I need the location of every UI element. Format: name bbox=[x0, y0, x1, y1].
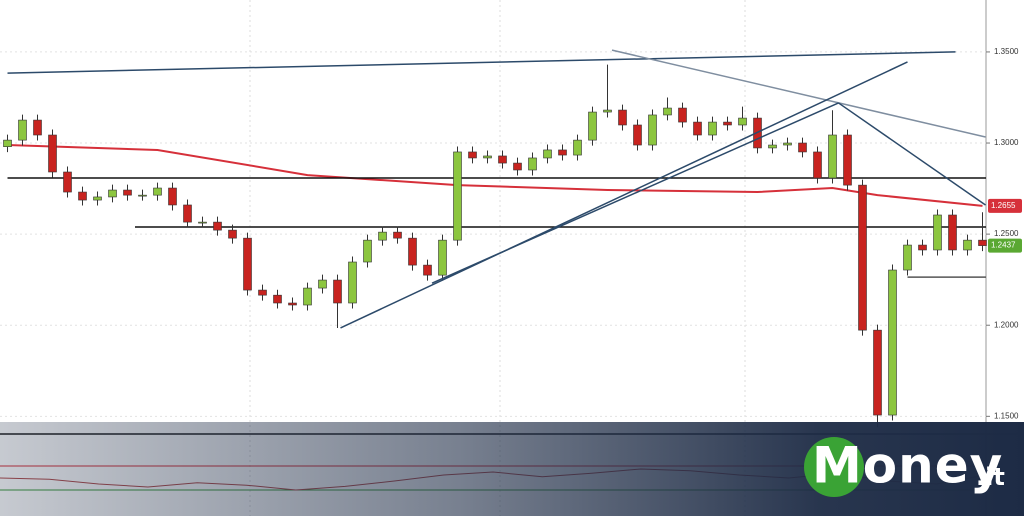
logo-suffix: .it bbox=[976, 463, 1005, 491]
candle-body bbox=[468, 151, 477, 159]
candle-body bbox=[528, 157, 537, 171]
candle-body bbox=[558, 149, 567, 156]
candle-body bbox=[228, 229, 237, 239]
candle-body bbox=[483, 155, 492, 159]
y-tick-label: 1.2000 bbox=[994, 320, 1019, 329]
candle-body bbox=[588, 111, 597, 141]
candle-body bbox=[663, 107, 672, 116]
y-tick-label: 1.3000 bbox=[994, 138, 1019, 147]
candle-body bbox=[393, 231, 402, 239]
candle-body bbox=[603, 109, 612, 113]
candle-body bbox=[693, 121, 702, 136]
candle-body bbox=[858, 184, 867, 331]
candle-body bbox=[78, 191, 87, 201]
candle-body bbox=[18, 119, 27, 141]
candle-body bbox=[768, 144, 777, 149]
candle-body bbox=[303, 287, 312, 306]
candle-body bbox=[378, 231, 387, 241]
candle-body bbox=[828, 134, 837, 179]
candle-body bbox=[63, 171, 72, 193]
candle-body bbox=[948, 214, 957, 251]
candle-body bbox=[543, 149, 552, 159]
candle-body bbox=[678, 107, 687, 123]
candle-body bbox=[648, 114, 657, 146]
candle-body bbox=[168, 187, 177, 206]
candle-body bbox=[708, 121, 717, 136]
levels bbox=[7, 177, 986, 278]
candle-body bbox=[48, 134, 57, 173]
candle-body bbox=[183, 204, 192, 223]
candle-body bbox=[723, 121, 732, 126]
candle-body bbox=[888, 269, 897, 416]
ma-price-tag-box bbox=[988, 198, 1022, 213]
candle-body bbox=[348, 261, 357, 304]
trendline bbox=[431, 102, 839, 284]
candle-body bbox=[273, 294, 282, 304]
logo-text: Money bbox=[812, 437, 1003, 495]
candle-body bbox=[813, 151, 822, 179]
close-price-tag-box bbox=[988, 238, 1022, 253]
candle-body bbox=[738, 117, 747, 126]
candle-body bbox=[903, 244, 912, 271]
logo-circle bbox=[804, 437, 864, 497]
candle-body bbox=[573, 139, 582, 156]
candle-body bbox=[453, 151, 462, 241]
y-tick-label: 1.3500 bbox=[994, 47, 1019, 56]
candle-body bbox=[963, 239, 972, 251]
candle-body bbox=[513, 162, 522, 171]
candle-body bbox=[423, 264, 432, 276]
candle-body bbox=[363, 239, 372, 263]
candle-body bbox=[33, 119, 42, 136]
candle-body bbox=[198, 221, 207, 224]
y-tick-label: 1.2500 bbox=[994, 229, 1019, 238]
candle-body bbox=[978, 239, 987, 246]
trendline bbox=[838, 102, 986, 206]
y-tick-label: 1.1500 bbox=[994, 411, 1019, 420]
candle-body bbox=[333, 279, 342, 304]
candle-body bbox=[783, 142, 792, 146]
candle-body bbox=[873, 329, 882, 416]
candle-body bbox=[843, 134, 852, 186]
axis: 1.3500 1.3000 1.2500 1.2000 1.1500 1.2655 1.24… bbox=[986, 47, 1022, 420]
candle-body bbox=[633, 124, 642, 146]
logo: Money .it bbox=[804, 437, 1005, 497]
candle-body bbox=[258, 289, 267, 296]
candle-body bbox=[108, 189, 117, 198]
candle-body bbox=[933, 214, 942, 251]
trendline bbox=[7, 51, 956, 74]
candle-body bbox=[243, 237, 252, 291]
candle-body bbox=[153, 187, 162, 196]
close-price-tag-label: 1.2437 bbox=[991, 241, 1016, 250]
candle-body bbox=[3, 139, 12, 147]
grid bbox=[0, 51, 986, 417]
candle-body bbox=[618, 109, 627, 126]
ma-price-tag-label: 1.2655 bbox=[991, 201, 1016, 210]
candle-body bbox=[213, 221, 222, 231]
candle-body bbox=[123, 189, 132, 196]
candle-body bbox=[288, 302, 297, 306]
trendlines bbox=[7, 49, 986, 329]
candle-body bbox=[918, 244, 927, 251]
candle-body bbox=[798, 142, 807, 153]
trendline bbox=[340, 61, 908, 329]
trendline bbox=[611, 49, 986, 138]
candle-body bbox=[138, 194, 147, 197]
candle-body bbox=[438, 239, 447, 276]
candle-body bbox=[498, 155, 507, 164]
candle-body bbox=[318, 279, 327, 289]
candle-body bbox=[408, 237, 417, 266]
candle-body bbox=[93, 196, 102, 201]
